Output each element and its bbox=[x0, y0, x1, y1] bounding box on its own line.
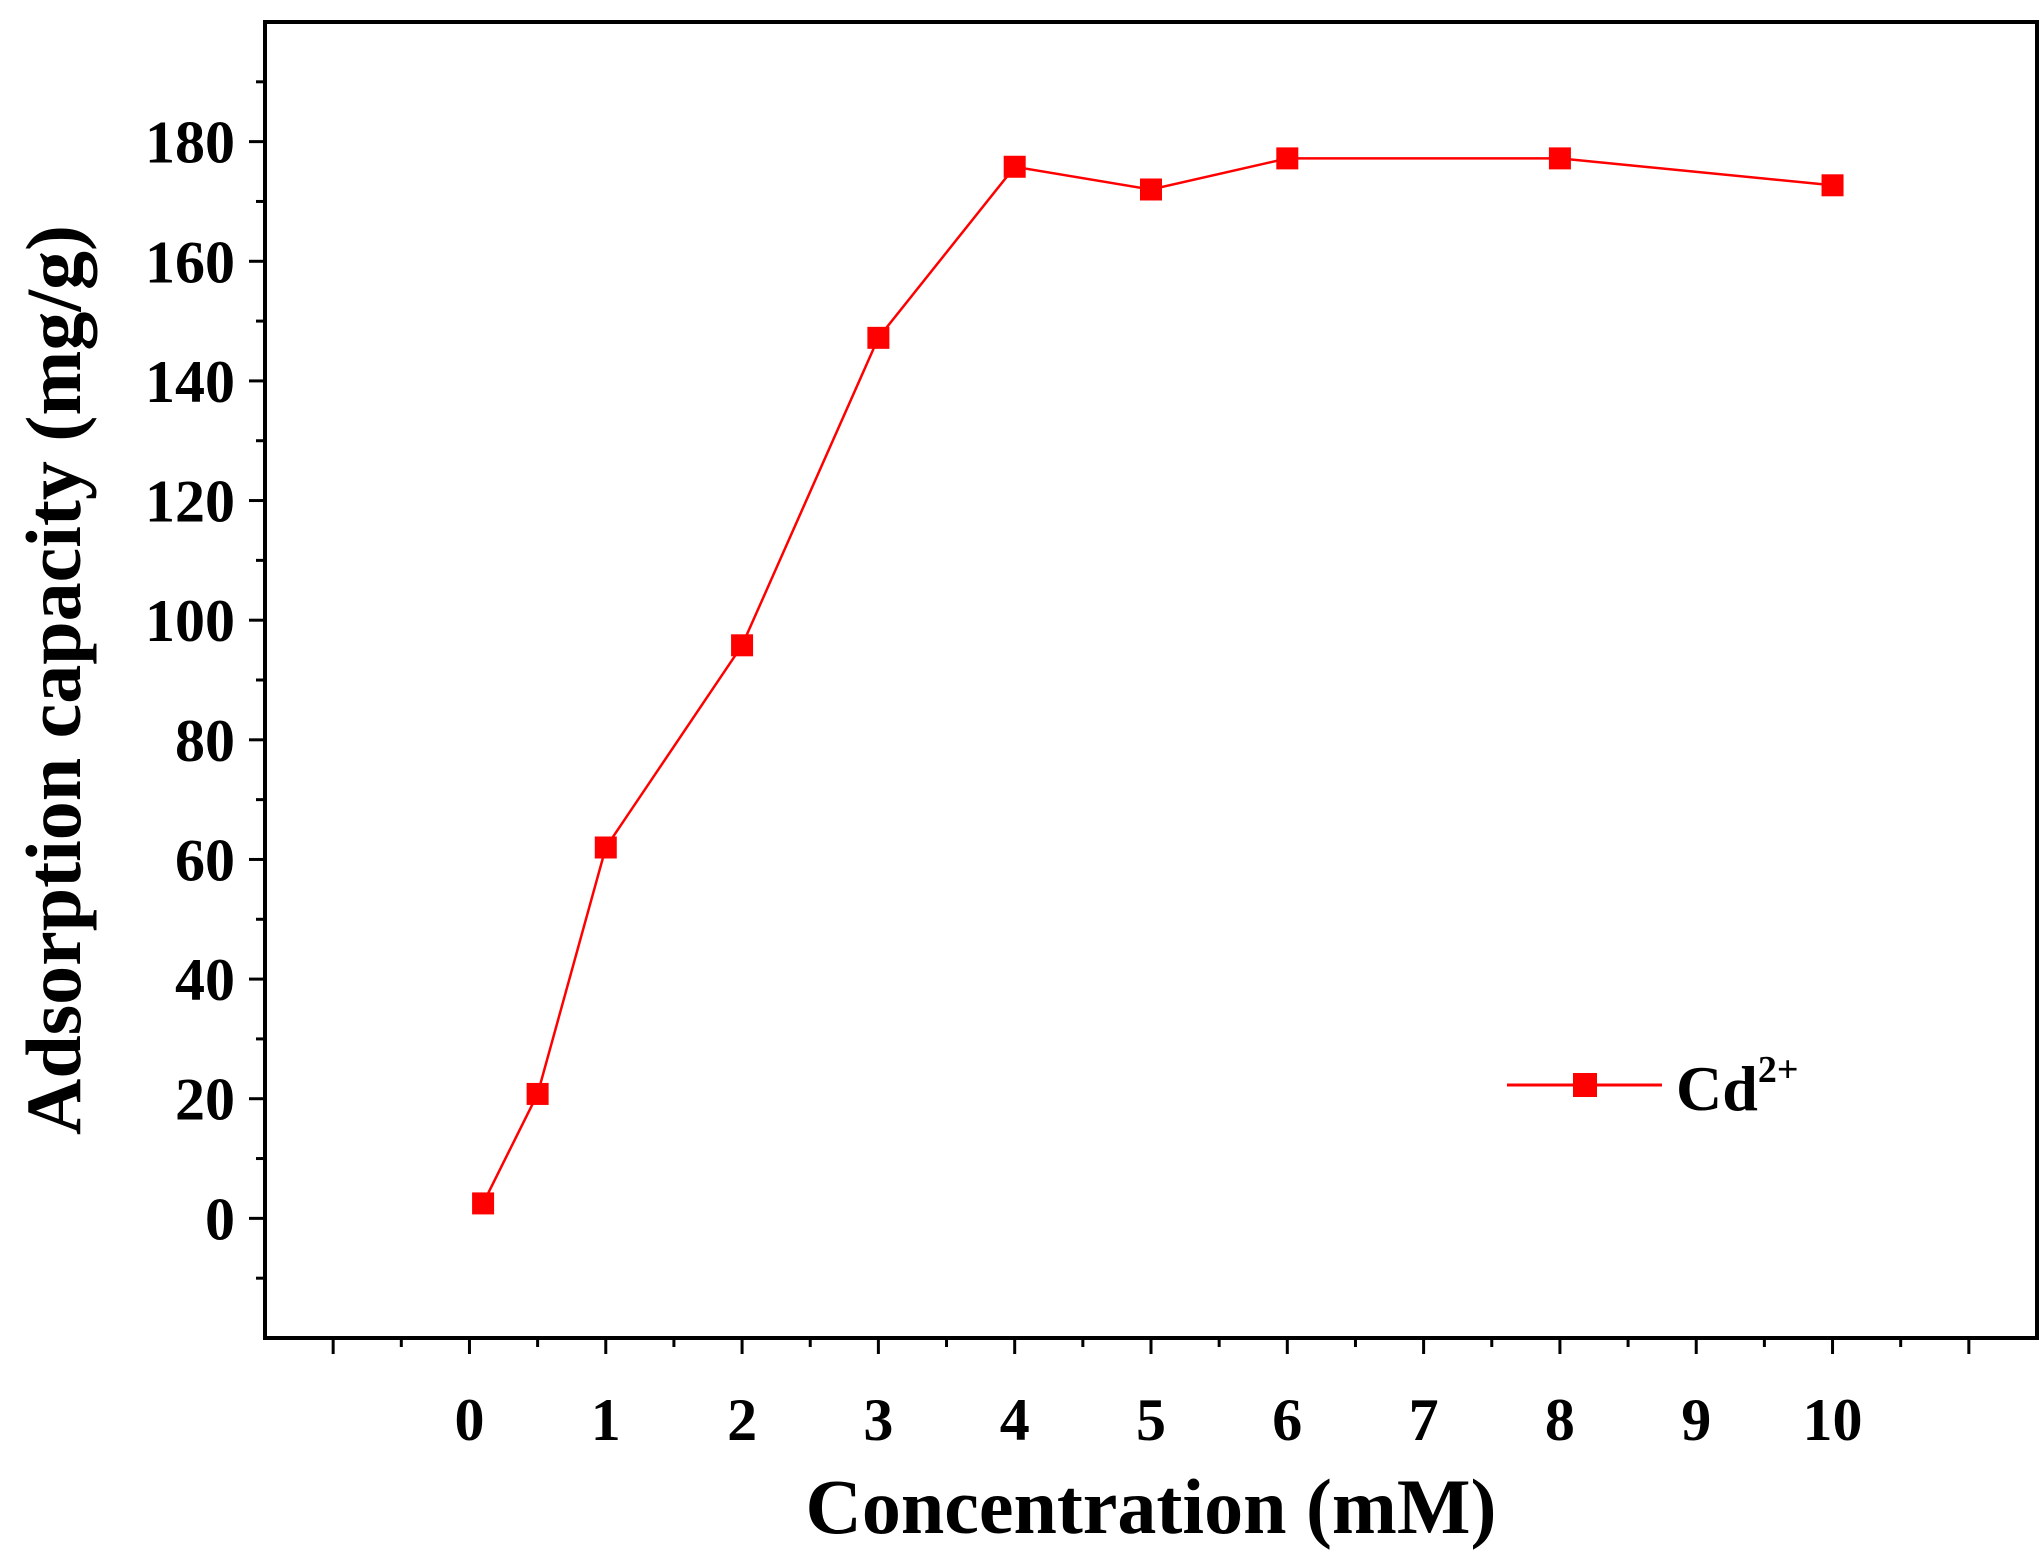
legend-series-superscript: 2+ bbox=[1758, 1049, 1799, 1091]
x-tick-label: 6 bbox=[1272, 1387, 1302, 1453]
x-axis-title: Concentration (mM) bbox=[806, 1463, 1497, 1550]
y-axis-ticks: 0 20 40 60 80 100 120 140 160 180 bbox=[145, 80, 265, 1280]
series-line bbox=[481, 157, 1833, 1204]
x-tick-label: 1 bbox=[591, 1387, 621, 1453]
y-tick-label: 80 bbox=[175, 708, 235, 774]
y-tick-label: 180 bbox=[145, 110, 235, 176]
data-point bbox=[1548, 147, 1571, 170]
plot-marks bbox=[472, 147, 1844, 1215]
data-point bbox=[1140, 178, 1162, 201]
x-tick-label: 0 bbox=[454, 1387, 484, 1453]
data-point bbox=[526, 1082, 549, 1105]
data-point bbox=[472, 1192, 495, 1215]
y-tick-label: 160 bbox=[145, 229, 235, 295]
x-tick-label: 5 bbox=[1136, 1387, 1166, 1453]
data-point bbox=[1821, 174, 1844, 197]
legend-series-name: Cd bbox=[1676, 1053, 1758, 1124]
y-axis-title: Adsorption capacity (mg/g) bbox=[10, 225, 97, 1135]
y-tick-label: 20 bbox=[175, 1067, 235, 1133]
data-point bbox=[867, 326, 890, 349]
y-tick-label: 40 bbox=[175, 947, 235, 1013]
y-tick-label: 120 bbox=[145, 469, 235, 535]
x-tick-label: 4 bbox=[1000, 1387, 1030, 1453]
data-point bbox=[594, 836, 617, 859]
x-tick-label: 3 bbox=[863, 1387, 893, 1453]
data-point bbox=[1276, 147, 1299, 170]
legend: Cd2+ bbox=[1507, 1049, 1798, 1124]
x-tick-label: 2 bbox=[727, 1387, 757, 1453]
x-tick-label: 7 bbox=[1409, 1387, 1439, 1453]
x-tick-label: 9 bbox=[1681, 1387, 1711, 1453]
y-tick-label: 140 bbox=[145, 349, 235, 415]
y-tick-label: 100 bbox=[145, 588, 235, 654]
data-point bbox=[731, 634, 754, 657]
y-tick-label: 0 bbox=[205, 1186, 235, 1252]
data-point bbox=[1003, 155, 1026, 178]
x-tick-label: 10 bbox=[1803, 1387, 1863, 1453]
x-axis-ticks: 0 1 2 3 4 5 6 7 8 9 10 bbox=[331, 1338, 1971, 1453]
x-tick-label: 8 bbox=[1545, 1387, 1575, 1453]
legend-label: Cd2+ bbox=[1676, 1049, 1798, 1124]
y-tick-label: 60 bbox=[175, 827, 235, 893]
legend-marker bbox=[1573, 1073, 1597, 1097]
